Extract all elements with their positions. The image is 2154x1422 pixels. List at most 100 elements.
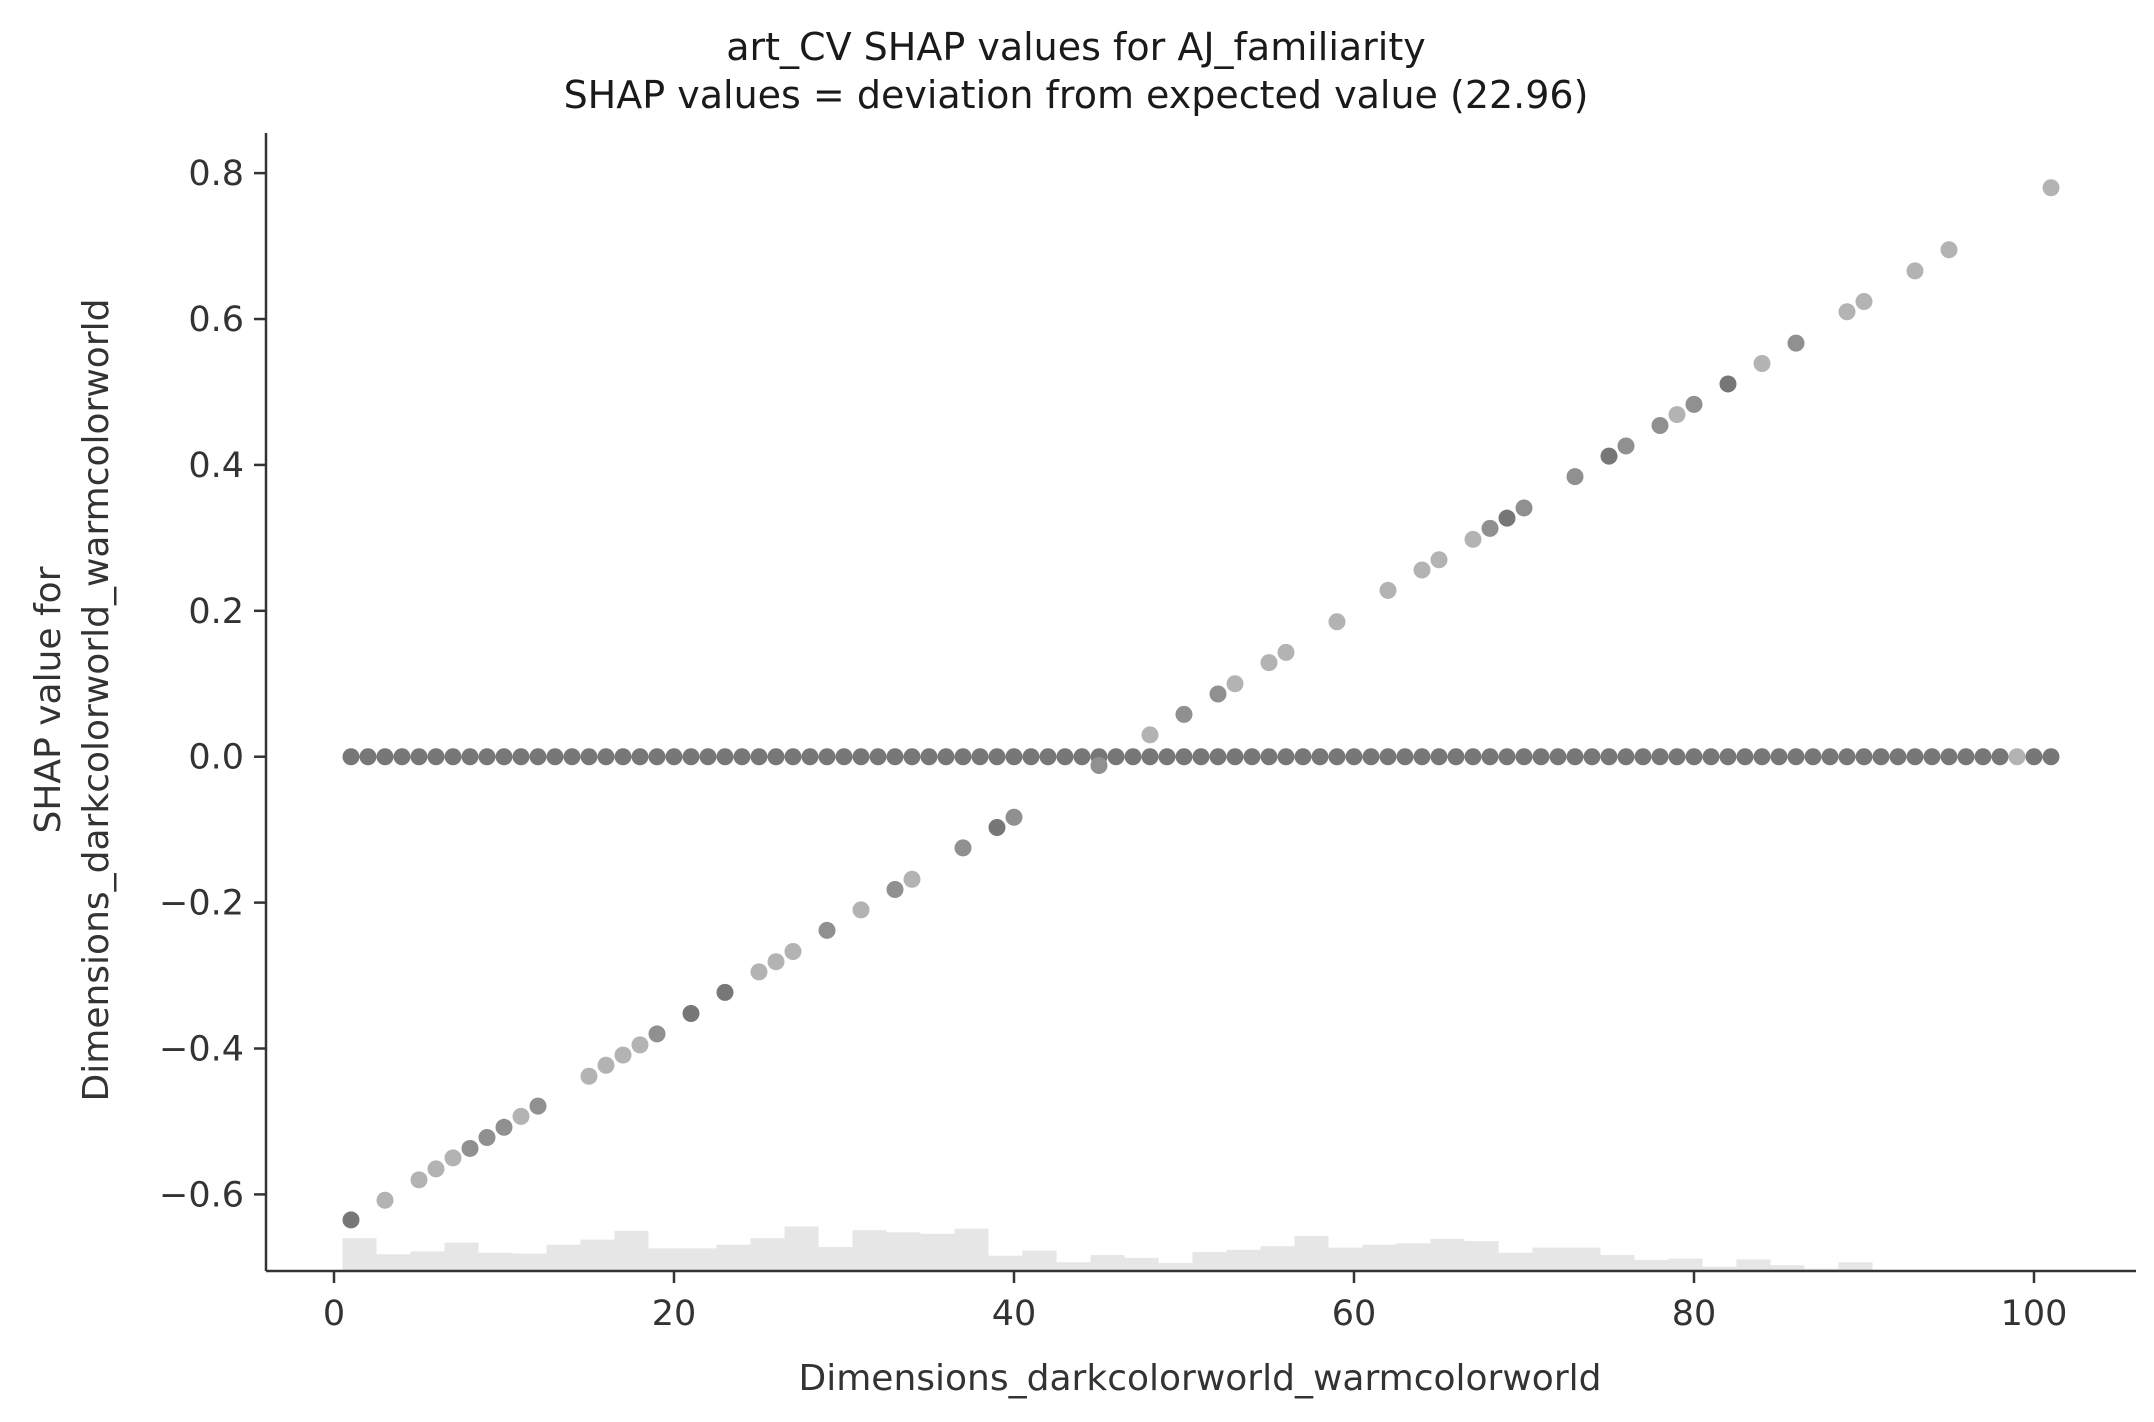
shap-point: [1668, 406, 1686, 424]
zero-shap-point: [546, 748, 564, 766]
shap-point: [495, 1118, 513, 1136]
feature-histogram: [342, 1226, 1873, 1271]
zero-shap-point: [1719, 748, 1737, 766]
shap-point: [427, 1160, 445, 1178]
x-tick-label: 100: [2001, 1294, 2068, 1334]
zero-shap-point: [1243, 748, 1261, 766]
shap-point: [1464, 530, 1482, 548]
y-tick-label: 0.4: [188, 446, 244, 486]
y-tick-label: 0.0: [188, 738, 244, 778]
zero-shap-point: [1311, 748, 1329, 766]
zero-shap-point: [1872, 748, 1890, 766]
zero-shap-point: [1209, 748, 1227, 766]
shap-point: [1175, 705, 1193, 723]
histogram-bar: [1634, 1260, 1669, 1271]
zero-shap-point: [1277, 748, 1295, 766]
zero-shap-point: [1787, 748, 1805, 766]
zero-shap-point: [682, 748, 700, 766]
histogram-bar: [1192, 1252, 1227, 1271]
histogram-bar: [1056, 1262, 1091, 1271]
shap-point: [886, 880, 904, 898]
histogram-bar: [1090, 1254, 1125, 1271]
chart-subtitle: SHAP values = deviation from expected va…: [564, 73, 1589, 117]
zero-shap-point: [733, 748, 751, 766]
histogram-bar: [750, 1238, 785, 1271]
histogram-bar: [1328, 1247, 1363, 1271]
zero-shap-point: [1226, 748, 1244, 766]
shap-point: [529, 1097, 547, 1115]
y-tick-label: 0.8: [188, 154, 244, 194]
histogram-bar: [376, 1254, 411, 1271]
y-tick-label: −0.6: [159, 1175, 244, 1215]
histogram-bar: [1362, 1244, 1397, 1271]
shap-point: [784, 942, 802, 960]
zero-shap-point: [835, 748, 853, 766]
zero-shap-point: [1583, 748, 1601, 766]
zero-shap-point: [444, 748, 462, 766]
shap-point: [1209, 685, 1227, 703]
shap-point: [444, 1149, 462, 1167]
x-axis-ticks: 0 20 40 60 80 100: [323, 1271, 2068, 1334]
shap-point: [410, 1171, 428, 1189]
histogram-bar: [512, 1253, 547, 1271]
zero-shap-point: [1685, 748, 1703, 766]
zero-shap-point: [1549, 748, 1567, 766]
zero-shap-point: [1328, 748, 1346, 766]
histogram-bar: [1430, 1238, 1465, 1271]
zero-shap-point: [716, 748, 734, 766]
histogram-bar: [1702, 1266, 1737, 1271]
histogram-bar: [1022, 1250, 1057, 1271]
zero-shap-point: [580, 748, 598, 766]
shap-point: [1090, 756, 1108, 774]
shap-point: [818, 921, 836, 939]
zero-shap-point: [1940, 748, 1958, 766]
histogram-bar: [1838, 1262, 1873, 1271]
x-tick-label: 20: [652, 1294, 697, 1334]
histogram-bar: [682, 1248, 717, 1271]
histogram-bar: [1260, 1246, 1295, 1271]
shap-point: [750, 963, 768, 981]
x-tick-label: 40: [992, 1294, 1037, 1334]
shap-point: [376, 1191, 394, 1209]
shap-point: [852, 901, 870, 919]
zero-shap-point: [597, 748, 615, 766]
histogram-bar: [1532, 1247, 1567, 1271]
zero-shap-point: [1515, 748, 1533, 766]
histogram-bar: [716, 1244, 751, 1271]
shap-point: [903, 870, 921, 888]
zero-shap-point: [1855, 748, 1873, 766]
zero-shap-point: [1141, 748, 1159, 766]
histogram-bar: [410, 1251, 445, 1271]
histogram-bar: [614, 1230, 649, 1271]
zero-shap-point: [1974, 748, 1992, 766]
zero-shap-point: [2025, 748, 2043, 766]
zero-shap-point: [767, 748, 785, 766]
shap-point: [1787, 334, 1805, 352]
histogram-bar: [444, 1242, 479, 1271]
zero-shap-point: [563, 748, 581, 766]
zero-shap-point: [648, 748, 666, 766]
x-axis-label: Dimensions_darkcolorworld_warmcolorworld: [799, 1358, 1602, 1399]
y-tick-label: −0.4: [159, 1030, 244, 1070]
shap-point: [1328, 613, 1346, 631]
zero-shap-point: [1753, 748, 1771, 766]
zero-shap-point: [614, 748, 632, 766]
zero-shap-point: [529, 748, 547, 766]
y-tick-label: 0.6: [188, 300, 244, 340]
shap-point: [342, 1211, 360, 1229]
shap-point: [1855, 293, 1873, 311]
zero-shap-point: [1005, 748, 1023, 766]
histogram-bar: [1396, 1243, 1431, 1271]
zero-shap-point: [1158, 748, 1176, 766]
histogram-bar: [478, 1252, 513, 1271]
zero-shap-point: [1294, 748, 1312, 766]
shap-point: [1940, 241, 1958, 259]
histogram-bar: [1498, 1252, 1533, 1271]
shap-point: [1141, 726, 1159, 744]
shap-point: [1838, 303, 1856, 321]
shap-point: [2042, 179, 2060, 197]
zero-shap-point: [1362, 748, 1380, 766]
zero-shap-point: [631, 748, 649, 766]
y-axis-label-line1: SHAP value for: [28, 566, 69, 833]
